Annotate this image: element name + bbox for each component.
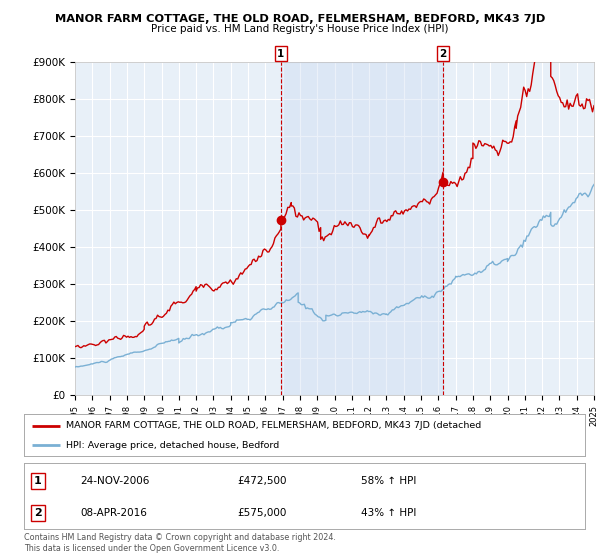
Text: HPI: Average price, detached house, Bedford: HPI: Average price, detached house, Bedf… bbox=[66, 441, 280, 450]
Text: 1: 1 bbox=[277, 49, 284, 59]
Text: £472,500: £472,500 bbox=[237, 476, 287, 486]
Text: Contains HM Land Registry data © Crown copyright and database right 2024.
This d: Contains HM Land Registry data © Crown c… bbox=[24, 533, 336, 553]
Text: 43% ↑ HPI: 43% ↑ HPI bbox=[361, 508, 416, 517]
Text: 58% ↑ HPI: 58% ↑ HPI bbox=[361, 476, 416, 486]
Text: MANOR FARM COTTAGE, THE OLD ROAD, FELMERSHAM, BEDFORD, MK43 7JD (detached: MANOR FARM COTTAGE, THE OLD ROAD, FELMER… bbox=[66, 421, 481, 430]
Text: 1: 1 bbox=[34, 476, 42, 486]
Text: Price paid vs. HM Land Registry's House Price Index (HPI): Price paid vs. HM Land Registry's House … bbox=[151, 24, 449, 34]
Text: 2: 2 bbox=[439, 49, 446, 59]
Text: 24-NOV-2006: 24-NOV-2006 bbox=[80, 476, 149, 486]
Text: MANOR FARM COTTAGE, THE OLD ROAD, FELMERSHAM, BEDFORD, MK43 7JD: MANOR FARM COTTAGE, THE OLD ROAD, FELMER… bbox=[55, 14, 545, 24]
Text: 2: 2 bbox=[34, 508, 42, 517]
Text: 08-APR-2016: 08-APR-2016 bbox=[80, 508, 147, 517]
Text: £575,000: £575,000 bbox=[237, 508, 287, 517]
Bar bbox=[281, 62, 443, 395]
